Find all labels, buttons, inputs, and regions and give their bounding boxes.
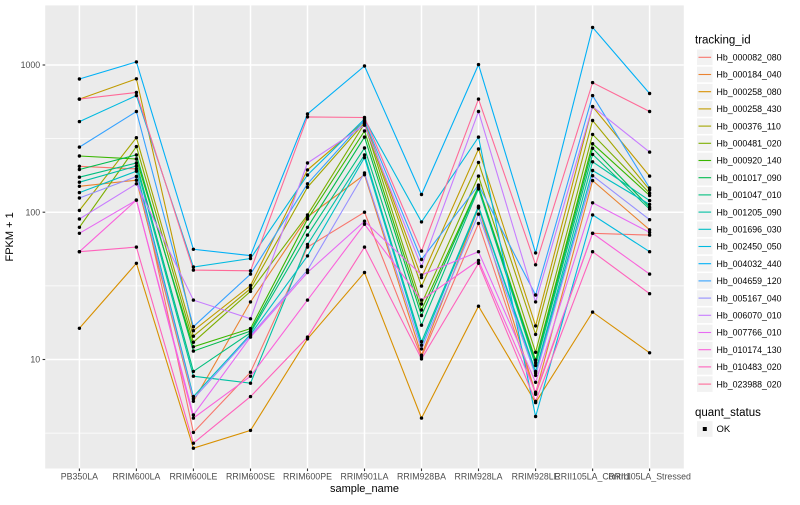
- svg-text:Hb_002450_050: Hb_002450_050: [717, 242, 782, 252]
- svg-text:Hb_023988_020: Hb_023988_020: [717, 379, 782, 389]
- svg-text:sample_name: sample_name: [330, 483, 399, 495]
- svg-text:Hb_005167_040: Hb_005167_040: [717, 293, 782, 303]
- svg-text:RRIM600LE: RRIM600LE: [169, 472, 217, 482]
- svg-text:Hb_001696_030: Hb_001696_030: [717, 225, 782, 235]
- svg-text:Hb_006070_010: Hb_006070_010: [717, 311, 782, 321]
- svg-text:RRIM600SE: RRIM600SE: [226, 472, 275, 482]
- svg-text:RRIM928BA: RRIM928BA: [397, 472, 446, 482]
- svg-text:Hb_004659_120: Hb_004659_120: [717, 276, 782, 286]
- svg-text:RRIM600LA: RRIM600LA: [112, 472, 160, 482]
- svg-text:Hb_000184_040: Hb_000184_040: [717, 70, 782, 80]
- svg-text:FPKM + 1: FPKM + 1: [4, 212, 16, 261]
- svg-text:Hb_000481_020: Hb_000481_020: [717, 139, 782, 149]
- svg-text:Hb_000920_140: Hb_000920_140: [717, 156, 782, 166]
- svg-text:RRIM928LE: RRIM928LE: [512, 472, 560, 482]
- svg-text:Hb_004032_440: Hb_004032_440: [717, 259, 782, 269]
- svg-text:tracking_id: tracking_id: [695, 35, 751, 47]
- svg-text:Hb_001047_010: Hb_001047_010: [717, 190, 782, 200]
- svg-text:Hb_000376_110: Hb_000376_110: [717, 121, 782, 131]
- svg-text:Hb_000258_080: Hb_000258_080: [717, 87, 782, 97]
- svg-text:RRIM901LA: RRIM901LA: [341, 472, 389, 482]
- svg-text:100: 100: [26, 207, 41, 217]
- svg-text:RRII105LA_Stressed: RRII105LA_Stressed: [608, 472, 691, 482]
- svg-text:quant_status: quant_status: [695, 407, 761, 419]
- svg-text:Hb_000082_080: Hb_000082_080: [717, 53, 782, 63]
- svg-text:Hb_001017_090: Hb_001017_090: [717, 173, 782, 183]
- svg-text:Hb_010174_130: Hb_010174_130: [717, 345, 782, 355]
- svg-text:RRII105LA_Control: RRII105LA_Control: [554, 472, 630, 482]
- svg-text:PB350LA: PB350LA: [61, 472, 98, 482]
- svg-text:Hb_001205_090: Hb_001205_090: [717, 207, 782, 217]
- svg-text:Hb_000258_430: Hb_000258_430: [717, 104, 782, 114]
- svg-text:OK: OK: [717, 424, 731, 435]
- svg-text:RRIM928LA: RRIM928LA: [455, 472, 503, 482]
- svg-text:Hb_010483_020: Hb_010483_020: [717, 362, 782, 372]
- svg-text:Hb_007766_010: Hb_007766_010: [717, 328, 782, 338]
- svg-text:1000: 1000: [21, 60, 41, 70]
- svg-text:10: 10: [30, 355, 40, 365]
- svg-text:RRIM600PE: RRIM600PE: [283, 472, 332, 482]
